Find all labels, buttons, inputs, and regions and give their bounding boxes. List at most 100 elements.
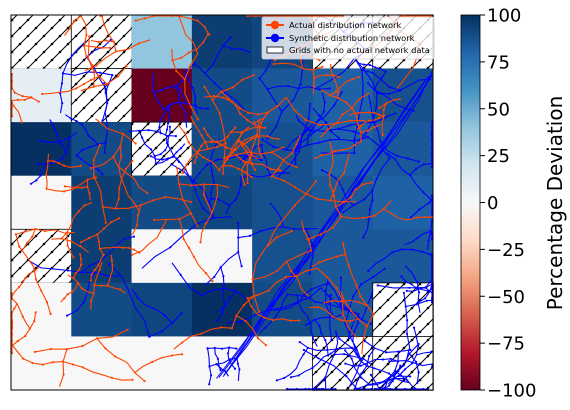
actual-network-line-node — [312, 84, 315, 87]
actual-network-line-node — [98, 144, 101, 147]
synthetic-network-line-node — [368, 208, 371, 211]
grid-cell-no-data — [372, 282, 434, 338]
actual-network-line-node — [246, 297, 249, 300]
actual-network-line-node — [305, 269, 308, 272]
synthetic-network-line-node — [260, 159, 263, 162]
actual-network-line-node — [92, 158, 95, 162]
synthetic-network-line-node — [327, 282, 330, 285]
synthetic-network-line-node — [363, 198, 366, 201]
synthetic-network-line-node — [298, 341, 301, 344]
actual-network-line-node — [93, 284, 96, 287]
synthetic-network-line-node — [364, 131, 368, 135]
synthetic-network-line-node — [411, 362, 414, 365]
actual-network-line — [135, 15, 180, 22]
synthetic-network-line — [285, 127, 309, 151]
synthetic-network-line-node — [323, 101, 326, 104]
actual-network-line-node — [171, 59, 174, 62]
synthetic-network-line-node — [384, 116, 387, 119]
synthetic-network-line-node — [243, 156, 246, 159]
synthetic-network-line-node — [206, 347, 209, 350]
actual-network-line-node — [298, 319, 301, 322]
actual-network-line-node — [359, 295, 362, 298]
synthetic-network-line-node — [402, 364, 405, 367]
synthetic-network-line-node — [239, 184, 242, 187]
synthetic-network-line-node — [235, 347, 238, 350]
actual-network-line-node — [256, 337, 260, 340]
actual-network-line-node — [220, 326, 223, 329]
actual-network-line-node — [247, 111, 250, 114]
synthetic-network-line-node — [236, 362, 239, 365]
synthetic-network-line — [329, 294, 335, 318]
synthetic-network-line-node — [422, 163, 425, 166]
grid-cell — [71, 175, 132, 230]
actual-network-line-node — [242, 160, 245, 163]
synthetic-network-line-node — [416, 236, 419, 240]
synthetic-network-line — [171, 163, 215, 218]
synthetic-network-line — [273, 282, 329, 311]
actual-network-line-node — [40, 289, 43, 292]
actual-network-line-node — [241, 78, 244, 81]
actual-network-line — [203, 184, 213, 214]
synthetic-network-line — [176, 157, 215, 219]
synthetic-network-line-node — [339, 276, 343, 279]
synthetic-network-line-node — [372, 275, 375, 278]
synthetic-network-line-node — [266, 88, 269, 91]
actual-network-line-node — [72, 20, 76, 23]
actual-network-line-node — [205, 221, 208, 224]
actual-network-line-node — [293, 204, 296, 207]
synthetic-network-line-node — [366, 135, 369, 139]
actual-network-line-node — [108, 46, 111, 49]
synthetic-network-line-node — [329, 130, 333, 133]
grid-cell — [372, 229, 434, 284]
actual-network-line — [80, 15, 96, 87]
synthetic-network-line-node — [367, 269, 370, 272]
synthetic-network-line-node — [298, 150, 301, 153]
actual-network-line-node — [321, 65, 324, 68]
actual-network-line-node — [275, 236, 278, 239]
actual-network-line — [11, 102, 23, 123]
actual-network-line-node — [33, 350, 37, 353]
legend-synthetic-marker — [270, 33, 280, 43]
synthetic-network-line-node — [429, 230, 432, 233]
synthetic-network-line-node — [92, 138, 95, 141]
actual-network-line-node — [329, 199, 332, 202]
synthetic-network-line-node — [160, 89, 163, 92]
actual-network-line-node — [199, 241, 202, 244]
synthetic-network-line-node — [80, 158, 83, 161]
actual-network-line-node — [254, 168, 257, 171]
actual-network-line-node — [99, 284, 102, 287]
actual-network-line-node — [11, 297, 14, 300]
actual-network-line-node — [295, 143, 298, 146]
synthetic-network-line — [305, 228, 314, 274]
synthetic-network-line-node — [171, 155, 174, 158]
actual-network-line-node — [97, 40, 100, 44]
actual-network-line-node — [264, 126, 267, 129]
actual-network-line-node — [164, 196, 167, 199]
synthetic-network-line-node — [147, 129, 150, 132]
synthetic-network-line-node — [324, 339, 327, 342]
actual-network-line-node — [321, 89, 324, 92]
actual-network-line-node — [211, 139, 214, 142]
synthetic-network-line — [408, 353, 420, 383]
synthetic-network-line-node — [341, 188, 344, 191]
synthetic-network-line-node — [326, 348, 329, 352]
legend-nodata-swatch — [266, 46, 284, 54]
synthetic-network-line-node — [360, 68, 363, 72]
actual-network-line-node — [340, 148, 343, 151]
synthetic-network-line-node — [167, 86, 170, 89]
synthetic-network-line-node — [406, 379, 409, 382]
synthetic-network-line — [320, 152, 355, 155]
synthetic-network-line-node — [185, 69, 188, 72]
actual-network-line-node — [89, 279, 92, 282]
actual-network-line-node — [252, 74, 255, 77]
synthetic-network-line-node — [358, 364, 361, 367]
synthetic-network-line — [165, 135, 180, 163]
synthetic-network-line-node — [75, 309, 78, 312]
actual-network-line-node — [77, 210, 80, 213]
synthetic-network-line-node — [228, 297, 231, 300]
actual-network-line — [247, 298, 300, 322]
actual-network-line-node — [378, 106, 381, 109]
actual-network-line-node — [367, 92, 370, 95]
actual-network-line-node — [365, 325, 368, 328]
actual-network-line-node — [235, 314, 238, 317]
